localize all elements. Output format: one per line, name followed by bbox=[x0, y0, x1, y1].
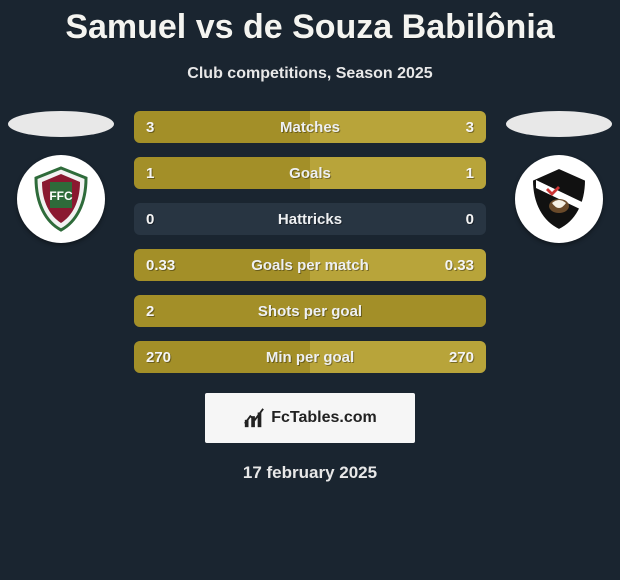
chart-icon bbox=[243, 407, 265, 429]
stat-row: 33Matches bbox=[134, 111, 486, 143]
stat-label: Shots per goal bbox=[134, 295, 486, 327]
stat-label: Min per goal bbox=[134, 341, 486, 373]
player-silhouette-right bbox=[506, 111, 612, 137]
comparison-row: FFC 33Matches 11Goals 00Hattricks 0.330.33G… bbox=[0, 111, 620, 373]
crest-right bbox=[515, 155, 603, 243]
team-left-column: FFC bbox=[6, 111, 116, 243]
attribution-badge[interactable]: FcTables.com bbox=[205, 393, 415, 443]
fluminense-crest-icon: FFC bbox=[26, 164, 96, 234]
stat-label: Goals per match bbox=[134, 249, 486, 281]
vasco-crest-icon bbox=[524, 164, 594, 234]
date-text: 17 february 2025 bbox=[0, 463, 620, 483]
stat-label: Hattricks bbox=[134, 203, 486, 235]
stat-label: Matches bbox=[134, 111, 486, 143]
subtitle: Club competitions, Season 2025 bbox=[0, 65, 620, 83]
stat-row: 11Goals bbox=[134, 157, 486, 189]
stat-row: 0.330.33Goals per match bbox=[134, 249, 486, 281]
stats-container: 33Matches 11Goals 00Hattricks 0.330.33Goals… bbox=[134, 111, 486, 373]
stat-row: 00Hattricks bbox=[134, 203, 486, 235]
stat-row: 270270Min per goal bbox=[134, 341, 486, 373]
player-silhouette-left bbox=[8, 111, 114, 137]
stat-label: Goals bbox=[134, 157, 486, 189]
stat-row: 2Shots per goal bbox=[134, 295, 486, 327]
svg-text:FFC: FFC bbox=[49, 189, 73, 203]
attribution-text: FcTables.com bbox=[271, 409, 377, 427]
team-right-column bbox=[504, 111, 614, 243]
crest-left: FFC bbox=[17, 155, 105, 243]
page-title: Samuel vs de Souza Babilônia bbox=[0, 0, 620, 47]
